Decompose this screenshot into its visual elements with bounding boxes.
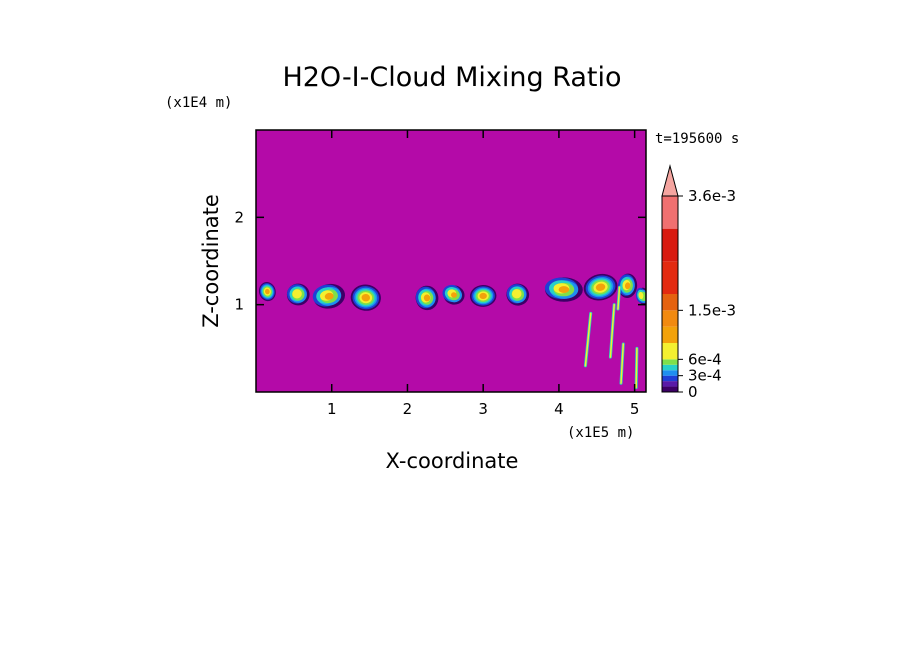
colorbar-swatch [662,294,678,311]
cloud-contour [624,282,631,290]
cloud-contour [265,288,270,295]
cloud-contour [292,289,302,299]
cloud-blob [583,273,618,301]
colorbar: 3.6e-3 1.5e-3 6e-43e-40 [661,164,736,401]
x-tick-label: 4 [554,400,564,418]
cloud-blob [350,284,381,311]
cloud-blob [286,283,310,306]
colorbar-swatch [662,196,678,229]
colorbar-swatch [662,326,678,343]
x-axis: 1 2 3 4 5 [327,130,639,418]
colorbar-label: 0 [688,383,698,401]
cloud-blob [312,283,346,309]
y-tick-label: 1 [234,296,244,314]
cloud-contour [361,294,371,302]
y-axis: 12 [234,208,646,314]
cloud-contour [324,292,334,300]
plot-background [256,130,646,392]
precip-streak [634,346,639,390]
cloud-blob [544,277,583,302]
streak-inner [584,312,592,367]
cloud-contour [451,292,457,298]
cloud-blob [618,273,638,299]
colorbar-extend-arrow [661,164,679,197]
colorbar-swatch [662,228,678,262]
field-layer [258,273,646,390]
colorbar-label: 6e-4 [688,350,722,368]
cloud-blob [506,283,530,306]
y-unit-label: (x1E4 m) [165,95,232,111]
streak-inner [635,347,638,389]
colorbar-swatch [662,359,678,365]
colorbar-swatch [662,386,678,392]
colorbar-label: 3.6e-3 [688,187,736,205]
x-unit-label: (x1E5 m) [567,425,634,441]
cloud-contour [511,289,522,299]
x-tick-label: 2 [403,400,413,418]
cloud-contour [558,286,570,293]
plot-frame [255,129,647,393]
x-axis-label: X-coordinate [386,449,519,473]
cloud-blob [469,285,497,307]
x-tick-label: 1 [327,400,337,418]
precip-streak [616,285,621,311]
precip-streak [619,342,625,385]
colorbar-swatch [662,343,678,360]
cloud-blob [442,284,465,305]
streak-inner [617,286,621,310]
colorbar-frame [661,195,679,393]
y-axis-label: Z-coordinate [199,194,223,328]
colorbar-swatch [662,364,678,371]
precip-streak [583,311,593,368]
chart-title: H2O-I-Cloud Mixing Ratio [282,62,621,93]
x-tick-label: 3 [478,400,488,418]
precip-streak [608,303,616,359]
cloud-contour [479,292,487,299]
x-tick-label: 5 [630,400,640,418]
streak-inner [620,343,625,385]
colorbar-swatch [662,381,678,387]
colorbar-label: 3e-4 [688,367,722,385]
cloud-contour [423,294,431,302]
cloud-blob [258,282,276,302]
colorbar-swatch [662,310,678,327]
streak-inner [609,303,615,358]
colorbar-swatch [662,370,678,376]
colorbar-label: 1.5e-3 [688,301,736,319]
colorbar-swatch [662,375,678,382]
cloud-contour [595,283,606,291]
colorbar-swatch [662,261,678,294]
cloud-blob [415,285,439,311]
time-label: t=195600 s [655,131,739,147]
cloud-contour [638,291,644,300]
y-tick-label: 2 [234,208,244,226]
